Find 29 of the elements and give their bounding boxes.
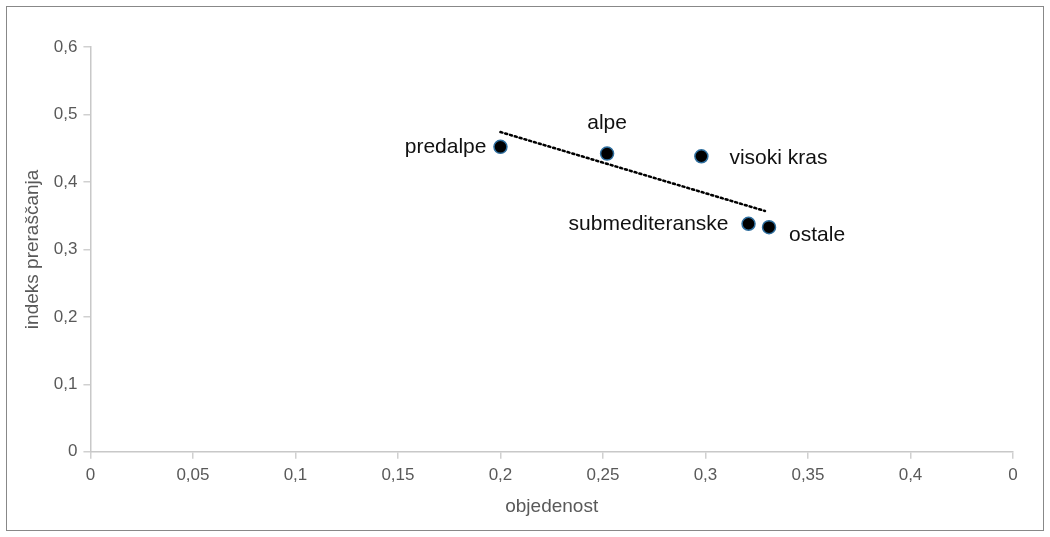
x-tick-label: 0,05 (176, 464, 210, 484)
y-tick-label: 0,5 (53, 104, 78, 124)
x-tick-label: 0,25 (586, 464, 620, 484)
point (741, 216, 756, 232)
x-tick-label: 0 (1008, 464, 1018, 484)
x-tick-label: 0,15 (381, 464, 415, 484)
point (493, 139, 508, 155)
x-tick-label: 0,35 (791, 464, 825, 484)
x-axis-title: objedenost (505, 494, 599, 516)
y-tick-label: 0,2 (53, 306, 78, 326)
x-tick-label: 0,4 (898, 464, 923, 484)
y-tick-label: 0,1 (53, 374, 78, 394)
x-tick-label: 0 (85, 464, 96, 484)
annotation: visoki kras (729, 145, 828, 169)
annotation: alpe (587, 110, 627, 134)
y-tick-label: 0 (67, 441, 78, 461)
point (761, 219, 777, 235)
y-tick-label: 0,6 (53, 36, 78, 56)
point (599, 146, 615, 161)
y-tick-label: 0,4 (53, 171, 78, 191)
x-tick-label: 0,1 (283, 464, 308, 484)
point (694, 149, 709, 164)
annotation: ostale (789, 221, 846, 245)
annotation: submediteranske (568, 210, 729, 234)
x-tick-label: 0,2 (488, 464, 513, 484)
annotation: predalpe (404, 133, 487, 157)
y-tick-label: 0,3 (53, 239, 78, 259)
x-tick-label: 0,3 (693, 464, 718, 484)
y-axis-title: indeks preraščanja (20, 169, 42, 330)
